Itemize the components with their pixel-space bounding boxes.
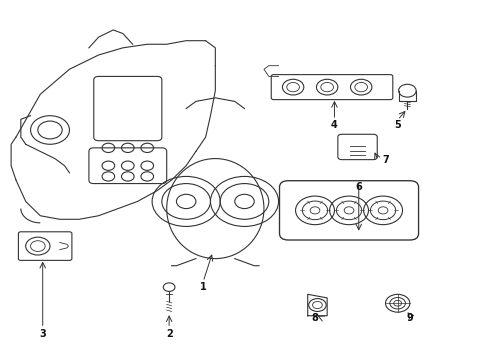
FancyBboxPatch shape	[271, 75, 392, 100]
Ellipse shape	[166, 158, 264, 258]
Text: 6: 6	[355, 182, 362, 192]
FancyBboxPatch shape	[19, 232, 72, 260]
Text: 9: 9	[406, 312, 412, 323]
Text: 2: 2	[165, 329, 172, 339]
Text: 4: 4	[330, 120, 337, 130]
Text: 7: 7	[381, 156, 388, 165]
Text: 3: 3	[39, 329, 46, 339]
FancyBboxPatch shape	[89, 148, 166, 184]
FancyBboxPatch shape	[94, 76, 162, 141]
FancyBboxPatch shape	[337, 134, 376, 159]
FancyBboxPatch shape	[279, 181, 418, 240]
Text: 5: 5	[393, 120, 400, 130]
Text: 8: 8	[311, 312, 318, 323]
Text: 1: 1	[200, 282, 206, 292]
